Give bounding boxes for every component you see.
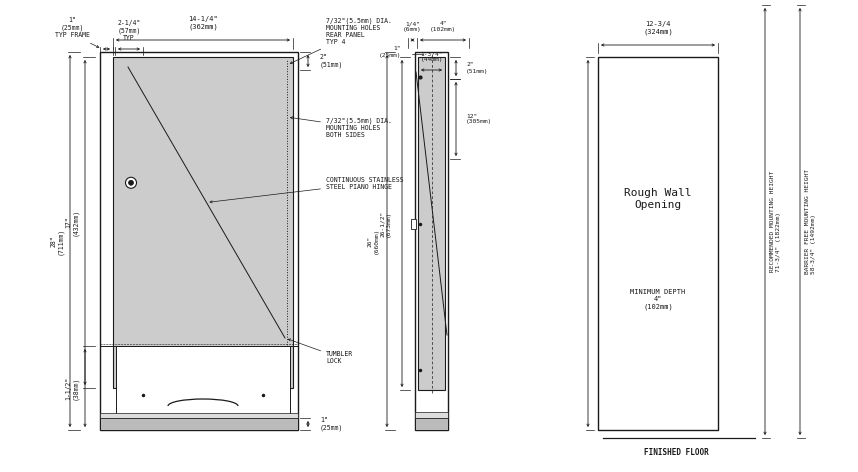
Text: Rough Wall
Opening: Rough Wall Opening — [625, 188, 692, 210]
Text: 28"
(711mm): 28" (711mm) — [50, 228, 63, 254]
Text: 1-3/4"
(44mm): 1-3/4" (44mm) — [420, 51, 443, 62]
Text: 7/32"(5.5mm) DIA.
MOUNTING HOLES
BOTH SIDES: 7/32"(5.5mm) DIA. MOUNTING HOLES BOTH SI… — [291, 117, 392, 138]
Bar — [411, 219, 416, 228]
Text: 2"
(51mm): 2" (51mm) — [466, 62, 488, 74]
Bar — [415, 52, 448, 430]
Text: 1"
(25mm): 1" (25mm) — [378, 47, 401, 58]
Text: 26-1/2"
(673mm): 26-1/2" (673mm) — [379, 211, 390, 236]
Text: 4"
(102mm): 4" (102mm) — [430, 21, 456, 32]
Text: 7/32"(5.5mm) DIA.
MOUNTING HOLES
REAR PANEL
TYP 4: 7/32"(5.5mm) DIA. MOUNTING HOLES REAR PA… — [290, 17, 392, 64]
Bar — [100, 52, 298, 430]
Text: 14-1/4"
(362mm): 14-1/4" (362mm) — [188, 16, 218, 30]
Text: CONTINUOUS STAINLESS
STEEL PIANO HINGE: CONTINUOUS STAINLESS STEEL PIANO HINGE — [210, 177, 403, 203]
Bar — [113, 57, 293, 388]
Text: MINIMUM DEPTH
4"
(102mm): MINIMUM DEPTH 4" (102mm) — [631, 289, 686, 310]
Bar — [100, 418, 298, 430]
Text: 1"
(25mm)
TYP FRAME: 1" (25mm) TYP FRAME — [55, 17, 89, 38]
Text: RECOMMENDED MOUNTING HEIGHT
71-3/4" (1822mm): RECOMMENDED MOUNTING HEIGHT 71-3/4" (182… — [770, 171, 781, 272]
Text: 1"
(25mm): 1" (25mm) — [320, 417, 343, 431]
Text: 17"
(432mm): 17" (432mm) — [65, 209, 79, 236]
Bar — [415, 418, 448, 430]
Text: 26"
(660mm): 26" (660mm) — [367, 228, 378, 254]
Text: 2-1/4"
(57mm)
TYP: 2-1/4" (57mm) TYP — [118, 20, 141, 41]
Text: TUMBLER
LOCK: TUMBLER LOCK — [288, 339, 353, 364]
Bar — [598, 57, 718, 430]
Bar — [116, 346, 290, 418]
Bar — [100, 413, 298, 418]
Text: 2"
(51mm): 2" (51mm) — [320, 54, 343, 68]
Bar — [415, 412, 448, 418]
Circle shape — [129, 180, 134, 185]
Bar — [418, 57, 445, 390]
Text: BARRIER FREE MOUNTING HEIGHT
58-3/4" (1492mm): BARRIER FREE MOUNTING HEIGHT 58-3/4" (14… — [805, 169, 816, 274]
Text: 1/4"
(6mm): 1/4" (6mm) — [403, 21, 422, 32]
Text: 12-3/4
(324mm): 12-3/4 (324mm) — [644, 21, 673, 35]
Circle shape — [125, 177, 136, 188]
Text: FINISHED FLOOR: FINISHED FLOOR — [644, 448, 709, 457]
Text: 12"
(305mm): 12" (305mm) — [466, 113, 492, 125]
Text: 1-1/2"
(38mm): 1-1/2" (38mm) — [65, 376, 79, 400]
